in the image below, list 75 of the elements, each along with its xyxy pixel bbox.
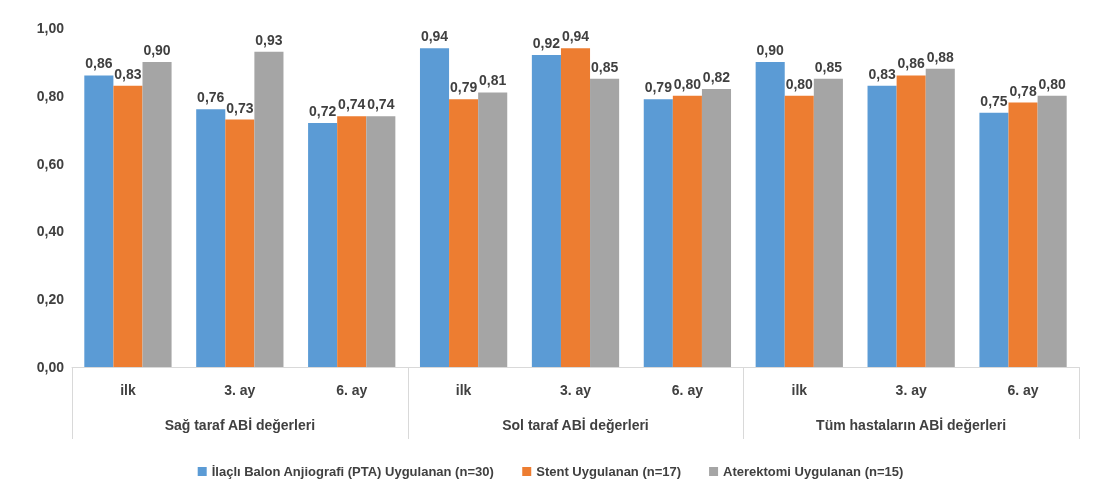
- data-label: 0,82: [702, 69, 731, 86]
- x-tick-label: 6. ay: [1007, 382, 1039, 398]
- x-tick-label: 3. ay: [559, 382, 592, 398]
- text: Tüm hastaların ABİ değerleri: [816, 417, 1007, 433]
- bar: [1008, 102, 1038, 367]
- bar: [672, 95, 702, 367]
- data-label: 0,92: [532, 35, 561, 52]
- x-tick-label: 3. ay: [224, 382, 256, 398]
- bar: [701, 89, 732, 367]
- data-label: 0,93: [255, 31, 283, 48]
- bar: [419, 48, 450, 367]
- bar: [867, 85, 897, 367]
- data-label: 0,86: [897, 55, 925, 72]
- y-tick-label: 0,60: [36, 155, 65, 172]
- data-label: 0,78: [1009, 82, 1037, 99]
- legend-label: Aterektomi Uygulanan (n=15): [723, 464, 904, 479]
- y-tick-label: 0,40: [36, 223, 65, 240]
- y-tick-label: 0,80: [36, 87, 65, 104]
- data-label: 0,75: [980, 92, 1008, 109]
- bar: [896, 75, 926, 367]
- bar: [755, 61, 785, 367]
- bar: [196, 109, 226, 367]
- data-label: 0,79: [644, 79, 673, 96]
- data-label: 0,83: [114, 65, 142, 82]
- data-label: 0,90: [143, 41, 171, 58]
- data-label: 0,72: [309, 102, 337, 119]
- bar: [478, 92, 508, 367]
- data-label: 0,79: [449, 79, 478, 96]
- y-tick-label: 0,20: [36, 291, 65, 308]
- x-tick-label: 6. ay: [336, 382, 368, 398]
- data-label: 0,80: [673, 75, 702, 92]
- data-label: 0,85: [590, 58, 619, 75]
- data-label: 0,90: [756, 41, 785, 58]
- bar: [225, 119, 255, 367]
- data-label: 0,80: [1038, 75, 1066, 92]
- data-label: 0,94: [561, 28, 590, 45]
- data-label: 0,76: [197, 89, 225, 106]
- y-tick-label: 0,00: [36, 359, 65, 375]
- text: Sağ taraf ABİ değerleri: [164, 417, 316, 433]
- bar: [84, 75, 114, 367]
- bar: [449, 99, 479, 367]
- text: Sol taraf ABİ değerleri: [502, 417, 649, 433]
- bar: [366, 116, 396, 367]
- bar: [590, 78, 620, 367]
- x-tick-label: 3. ay: [895, 382, 927, 398]
- data-label: 0,94: [420, 28, 449, 45]
- bar: [113, 85, 143, 367]
- bar: [925, 68, 955, 367]
- bar: [784, 95, 814, 367]
- bar: [254, 51, 284, 367]
- data-label: 0,73: [226, 99, 254, 116]
- data-label: 0,80: [785, 75, 814, 92]
- bar: [531, 55, 561, 367]
- x-tick-label: 6. ay: [671, 382, 704, 398]
- bar: [142, 61, 172, 367]
- bar: [560, 48, 591, 367]
- data-label: 0,88: [926, 48, 955, 65]
- x-tick-label: ilk: [455, 382, 472, 398]
- legend-label: İlaçlı Balon Anjiografi (PTA) Uygulanan (n=30): [211, 464, 494, 479]
- y-tick-label: 1,00: [36, 20, 65, 36]
- x-tick-label: ilk: [120, 382, 136, 398]
- data-label: 0,74: [338, 96, 366, 113]
- legend-label: Stent Uygulanan (n=17): [536, 464, 682, 479]
- data-label: 0,83: [868, 65, 896, 82]
- data-label: 0,74: [367, 96, 395, 113]
- bar: [308, 122, 338, 367]
- bar: [643, 99, 673, 367]
- data-label: 0,86: [85, 55, 113, 72]
- x-tick-label: ilk: [791, 382, 808, 398]
- bar: [813, 78, 843, 367]
- data-label: 0,85: [814, 58, 843, 75]
- bar: [979, 112, 1009, 367]
- bar: [1037, 95, 1067, 367]
- bar: [337, 116, 367, 367]
- data-label: 0,81: [479, 72, 507, 89]
